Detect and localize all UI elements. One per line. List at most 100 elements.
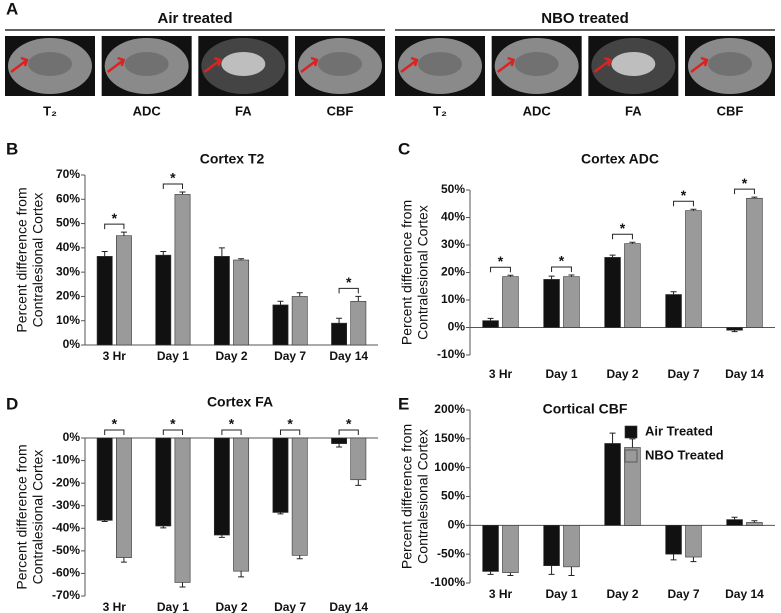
x-tick-label: Day 2 xyxy=(606,367,638,381)
y-axis-label: Percent difference from xyxy=(399,200,415,345)
y-tick-label: 150% xyxy=(434,431,465,445)
y-tick-label: 30% xyxy=(56,264,80,278)
error-bar xyxy=(238,571,245,578)
error-bar xyxy=(731,516,738,520)
image-label: FA xyxy=(625,103,642,118)
group-title: Air treated xyxy=(157,10,232,27)
arrow xyxy=(10,56,29,73)
y-tick-label: 30% xyxy=(441,237,465,251)
x-tick-label: Day 14 xyxy=(329,600,368,613)
group-title: NBO treated xyxy=(541,10,629,27)
error-bar xyxy=(238,258,245,260)
error-bar xyxy=(690,557,697,563)
sig-bracket xyxy=(338,287,359,294)
bar xyxy=(213,256,230,346)
y-axis-label: Percent difference from xyxy=(14,187,30,332)
y-tick-label: 70% xyxy=(56,167,80,181)
arrow xyxy=(593,56,612,73)
error-bar xyxy=(355,479,362,486)
x-tick-label: 3 Hr xyxy=(103,600,127,613)
error-bar xyxy=(277,512,284,515)
y-tick-label: -70% xyxy=(52,588,80,602)
bar xyxy=(272,304,289,346)
error-bar xyxy=(101,251,108,257)
error-bar xyxy=(568,566,575,577)
panel-letter: C xyxy=(398,139,410,158)
error-bar xyxy=(336,317,343,324)
bar xyxy=(233,259,250,346)
sig-star: * xyxy=(170,416,176,432)
bar xyxy=(624,243,641,328)
bar xyxy=(116,437,132,558)
bar xyxy=(213,437,230,536)
y-tick-label: 100% xyxy=(434,460,465,474)
sig-star: * xyxy=(112,416,118,432)
brain-inner xyxy=(124,52,169,76)
bar xyxy=(350,437,367,481)
sig-star: * xyxy=(681,187,687,203)
y-tick-label: 0% xyxy=(448,320,466,334)
brain-inner xyxy=(28,52,72,76)
y-tick-label: -50% xyxy=(52,543,80,557)
error-bar xyxy=(507,572,514,577)
bar xyxy=(96,437,113,521)
bar xyxy=(563,525,580,568)
error-bar xyxy=(731,330,738,333)
x-tick-label: Day 1 xyxy=(545,587,577,601)
bar xyxy=(543,525,560,566)
error-bar xyxy=(179,191,186,195)
bar xyxy=(233,437,250,572)
arrow xyxy=(690,56,709,73)
error-bar xyxy=(355,295,362,302)
bar xyxy=(604,257,621,328)
legend-label: NBO Treated xyxy=(645,447,724,462)
brain-inner xyxy=(611,52,656,76)
image-label: FA xyxy=(235,103,252,118)
bar xyxy=(685,525,702,558)
bar xyxy=(96,256,113,346)
y-tick-label: 60% xyxy=(56,191,80,205)
arrow xyxy=(400,56,419,73)
bar xyxy=(155,254,172,346)
panel-letter: A xyxy=(6,0,18,18)
y-tick-label: -100% xyxy=(430,575,465,589)
sig-star: * xyxy=(229,416,235,432)
bar xyxy=(502,525,519,573)
error-bar xyxy=(629,438,636,448)
sig-bracket xyxy=(551,266,572,272)
error-bar xyxy=(609,432,616,444)
panel-letter: E xyxy=(398,394,409,413)
bar xyxy=(563,276,580,328)
y-tick-label: 10% xyxy=(56,313,80,327)
error-bar xyxy=(296,555,303,560)
x-tick-label: 3 Hr xyxy=(103,349,127,363)
y-tick-label: 20% xyxy=(441,265,465,279)
brain-inner xyxy=(514,52,559,76)
panel-letter: B xyxy=(6,139,18,158)
error-bar xyxy=(160,526,167,529)
y-tick-label: 40% xyxy=(441,210,465,224)
error-bar xyxy=(179,582,186,588)
sig-bracket xyxy=(734,188,755,195)
y-tick-label: 0% xyxy=(448,518,466,532)
image-label: CBF xyxy=(327,103,354,118)
y-tick-label: 50% xyxy=(441,489,465,503)
bar xyxy=(291,437,308,556)
x-tick-label: Day 1 xyxy=(157,600,189,613)
bar xyxy=(726,519,743,526)
error-bar xyxy=(487,571,494,575)
y-tick-label: 50% xyxy=(441,182,465,196)
bar xyxy=(604,443,621,526)
y-tick-label: -30% xyxy=(52,498,80,512)
sig-star: * xyxy=(620,220,626,236)
y-tick-label: 0% xyxy=(63,430,81,444)
arrow xyxy=(106,56,126,73)
error-bar xyxy=(670,554,677,561)
bar xyxy=(665,525,682,555)
bar xyxy=(174,437,191,583)
bar xyxy=(331,437,347,444)
y-axis-label: Contralesional Cortex xyxy=(30,193,46,328)
panel-letter: D xyxy=(6,394,18,413)
x-tick-label: Day 7 xyxy=(274,349,306,363)
bar xyxy=(685,210,702,328)
